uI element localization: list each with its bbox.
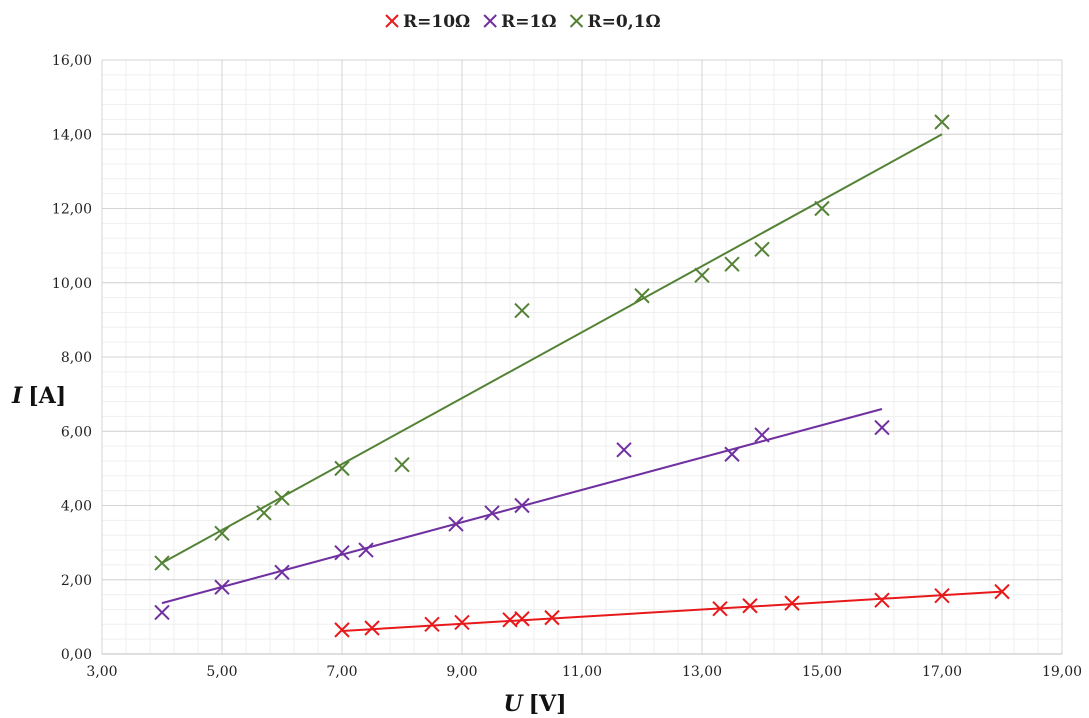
- data-point-marker: [256, 505, 272, 521]
- data-point-marker: [484, 505, 500, 521]
- data-point-marker: [616, 442, 632, 458]
- y-axis-label-var: I: [11, 383, 23, 409]
- data-point-marker: [454, 614, 470, 631]
- data-point-marker: [934, 114, 950, 130]
- y-tick-label: 12,00: [52, 202, 92, 218]
- data-point-marker: [754, 241, 770, 258]
- data-point-marker: [334, 622, 350, 638]
- x-tick-label: 17,00: [922, 664, 962, 680]
- legend-label: R=0,1Ω: [588, 12, 661, 32]
- y-tick-label: 14,00: [52, 127, 92, 143]
- data-point-marker: [724, 256, 740, 272]
- y-tick-label: 16,00: [52, 53, 92, 69]
- data-point-marker: [784, 595, 800, 611]
- data-point-marker: [934, 588, 950, 604]
- data-point-marker: [742, 598, 758, 614]
- data-point-marker: [364, 620, 380, 636]
- legend-marker: [483, 14, 497, 28]
- data-point-marker: [154, 604, 170, 621]
- data-point-marker: [358, 542, 374, 558]
- x-tick-label: 7,00: [326, 664, 357, 680]
- data-point-marker: [994, 583, 1010, 600]
- data-point-marker: [724, 446, 740, 462]
- x-axis-label: U [V]: [503, 691, 566, 717]
- data-point-marker: [634, 288, 650, 304]
- data-point-marker: [334, 544, 350, 561]
- x-axis-label-var: U: [503, 691, 524, 717]
- data-point-marker: [502, 612, 518, 628]
- data-point-marker: [514, 611, 530, 627]
- x-tick-label: 9,00: [446, 664, 477, 680]
- data-point-marker: [154, 555, 170, 571]
- legend-label: R=1Ω: [501, 12, 556, 32]
- y-tick-label: 10,00: [52, 276, 92, 292]
- data-point-marker: [712, 601, 728, 617]
- y-tick-labels: 0,00 2,00 4,00 6,00 8,00 10,00 12,00 14,00 16,00: [52, 53, 92, 663]
- legend-marker: [385, 14, 399, 28]
- data-point-marker: [334, 460, 350, 477]
- x-tick-label: 15,00: [802, 664, 842, 680]
- trendline-r-0-1-: [161, 133, 943, 564]
- legend: R=10Ω R=1Ω R=0,1Ω: [385, 12, 661, 32]
- data-point-marker: [874, 419, 890, 436]
- y-tick-label: 2,00: [61, 573, 92, 589]
- x-tick-label: 19,00: [1042, 664, 1082, 680]
- data-point-marker: [214, 579, 230, 595]
- data-point-marker: [544, 609, 560, 626]
- legend-label: R=10Ω: [403, 12, 470, 32]
- x-tick-label: 5,00: [206, 664, 237, 680]
- data-point-marker: [874, 592, 890, 608]
- data-point-marker: [694, 267, 710, 284]
- y-axis-label-unit: [A]: [28, 383, 66, 409]
- x-axis-label-unit: [V]: [529, 691, 567, 717]
- legend-marker: [569, 14, 584, 28]
- data-point-marker: [754, 427, 770, 443]
- data-point-marker: [394, 456, 410, 473]
- y-tick-label: 4,00: [61, 499, 92, 515]
- y-tick-label: 0,00: [61, 647, 92, 663]
- data-point-marker: [814, 200, 830, 217]
- x-tick-labels: 3,00 5,00 7,00 9,00 11,00 13,00 15,00 17,00 19,0…: [86, 664, 1082, 680]
- data-point-marker: [448, 516, 464, 532]
- data-point-marker: [214, 525, 230, 542]
- trendline-r-10-: [341, 590, 1003, 632]
- x-tick-label: 11,00: [562, 664, 602, 680]
- data-point-marker: [274, 490, 290, 506]
- data-points: [154, 114, 1010, 638]
- y-tick-label: 6,00: [61, 424, 92, 440]
- y-axis-label: I [A]: [11, 383, 66, 409]
- data-point-marker: [424, 616, 440, 633]
- data-point-marker: [274, 564, 290, 581]
- y-tick-label: 8,00: [61, 350, 92, 366]
- data-point-marker: [514, 497, 530, 514]
- x-tick-label: 13,00: [682, 664, 722, 680]
- data-point-marker: [514, 302, 530, 319]
- x-tick-label: 3,00: [86, 664, 117, 680]
